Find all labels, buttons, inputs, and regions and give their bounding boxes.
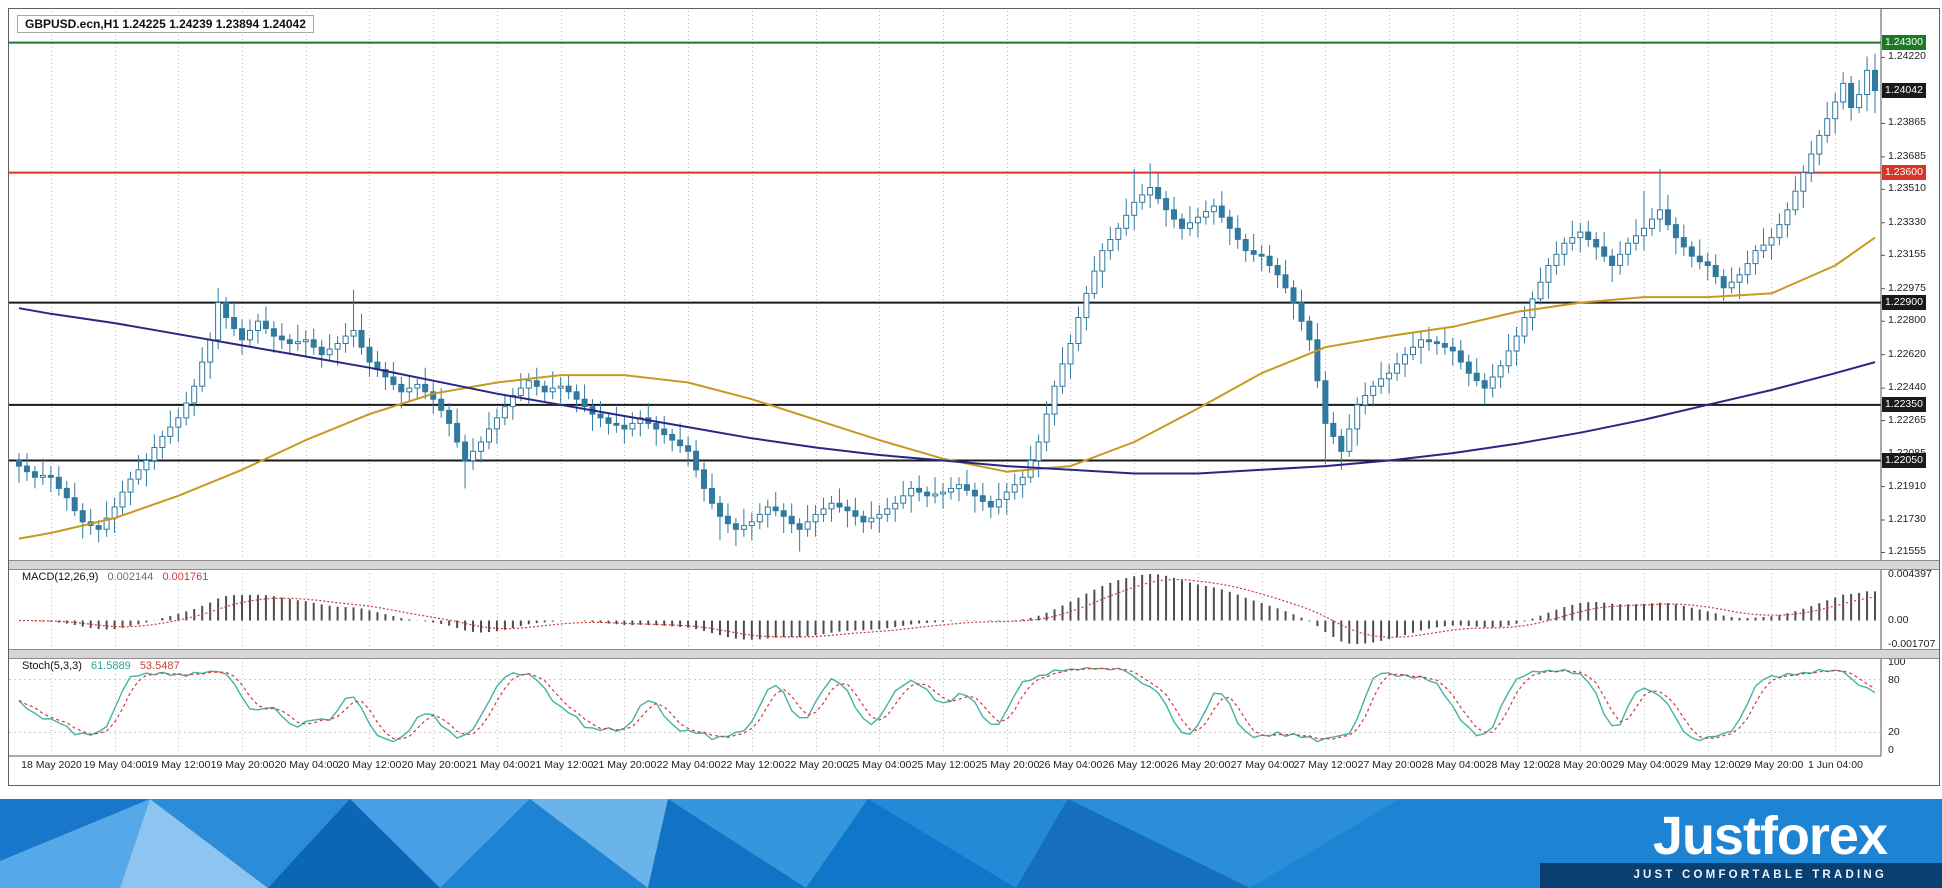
- ma-slow-navy: [18, 307, 1876, 475]
- footer-tagline-strip: JUST COMFORTABLE TRADING: [1540, 863, 1942, 888]
- chart-canvas[interactable]: [9, 9, 1939, 785]
- stoch-label-text: Stoch(5,3,3): [22, 660, 82, 672]
- pane-separator[interactable]: [9, 649, 1939, 659]
- stoch-d-line: [18, 667, 1876, 740]
- stoch-signal-value: 53.5487: [139, 660, 180, 672]
- stoch-indicator-label: Stoch(5,3,3) 61.5889 53.5487: [19, 660, 183, 672]
- grid-lines: [51, 11, 1836, 754]
- footer-tagline: JUST COMFORTABLE TRADING: [1633, 869, 1887, 881]
- pane-separator[interactable]: [9, 560, 1939, 570]
- chart-window: 18 May 2020 19 May 04:00 19 May 12:00 19 Ma…: [8, 8, 1940, 786]
- macd-main-value: 0.002144: [107, 571, 154, 583]
- candlesticks: [16, 53, 1878, 552]
- macd-label-text: MACD(12,26,9): [22, 571, 99, 583]
- ma-fast-gold: [18, 236, 1876, 540]
- macd-signal-line: [19, 578, 1876, 638]
- justforex-logo: Justforex: [1652, 806, 1888, 866]
- chart-symbol-title: GBPUSD.ecn,H1 1.24225 1.24239 1.23894 1.…: [17, 15, 314, 33]
- time-axis[interactable]: [9, 757, 1882, 784]
- price-axis[interactable]: [1882, 9, 1939, 756]
- stoch-k-line: [18, 666, 1876, 743]
- horizontal-level-lines: [9, 41, 1881, 462]
- stoch-level-lines: [9, 679, 1881, 733]
- macd-indicator-label: MACD(12,26,9) 0.002144 0.001761: [19, 571, 212, 583]
- macd-signal-value: 0.001761: [162, 571, 209, 583]
- macd-histogram: [25, 574, 1877, 644]
- stoch-main-value: 61.5889: [90, 660, 131, 672]
- footer-banner: Justforex JUST COMFORTABLE TRADING: [0, 799, 1942, 888]
